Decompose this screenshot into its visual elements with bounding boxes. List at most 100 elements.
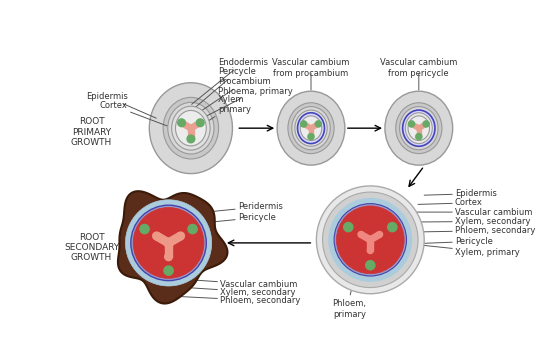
Circle shape <box>423 122 428 127</box>
Ellipse shape <box>405 113 432 144</box>
Circle shape <box>164 238 173 248</box>
Ellipse shape <box>149 83 232 174</box>
Circle shape <box>410 122 414 127</box>
Circle shape <box>367 248 373 253</box>
Ellipse shape <box>295 110 327 146</box>
Circle shape <box>188 125 194 131</box>
Circle shape <box>337 206 404 274</box>
Ellipse shape <box>292 107 330 150</box>
Circle shape <box>153 232 160 240</box>
Text: Vascular cambium
from pericycle: Vascular cambium from pericycle <box>380 58 457 78</box>
Circle shape <box>388 223 397 232</box>
Ellipse shape <box>408 116 429 141</box>
Ellipse shape <box>298 113 324 144</box>
Circle shape <box>308 133 314 140</box>
Polygon shape <box>167 233 182 246</box>
Polygon shape <box>309 128 313 136</box>
Ellipse shape <box>385 91 453 165</box>
Text: Epidermis: Epidermis <box>86 92 156 118</box>
Polygon shape <box>188 128 194 138</box>
Circle shape <box>309 126 313 131</box>
Circle shape <box>344 223 353 232</box>
Text: ROOT
SECONDARY
GROWTH: ROOT SECONDARY GROWTH <box>64 233 119 262</box>
Text: Phloem, secondary: Phloem, secondary <box>407 226 535 235</box>
Circle shape <box>367 236 374 243</box>
Circle shape <box>188 224 197 234</box>
Text: Pericycle: Pericycle <box>415 237 493 246</box>
Circle shape <box>334 204 406 276</box>
Text: Xylem, secondary: Xylem, secondary <box>405 217 530 226</box>
Circle shape <box>316 122 320 127</box>
Polygon shape <box>411 122 420 130</box>
Text: Cortex: Cortex <box>100 101 167 126</box>
Circle shape <box>165 253 172 261</box>
Circle shape <box>197 119 204 127</box>
Polygon shape <box>181 121 192 130</box>
Polygon shape <box>310 122 319 130</box>
Text: Vascular cambium: Vascular cambium <box>169 278 298 289</box>
Text: ROOT
PRIMARY
GROWTH: ROOT PRIMARY GROWTH <box>71 117 112 147</box>
Text: Procambium: Procambium <box>192 78 271 117</box>
Text: Phloem,
primary: Phloem, primary <box>333 299 367 319</box>
Ellipse shape <box>176 110 206 146</box>
Circle shape <box>302 122 306 127</box>
Circle shape <box>164 266 173 275</box>
Text: Cortex: Cortex <box>418 198 483 208</box>
Text: Pericycle: Pericycle <box>195 213 276 224</box>
Circle shape <box>417 134 421 138</box>
Circle shape <box>366 261 375 270</box>
Circle shape <box>125 200 212 286</box>
Ellipse shape <box>402 110 435 146</box>
Text: Endodermis: Endodermis <box>192 58 268 104</box>
Circle shape <box>131 205 206 281</box>
Circle shape <box>416 126 422 131</box>
Text: Xylem, secondary: Xylem, secondary <box>163 286 296 297</box>
Ellipse shape <box>172 106 210 150</box>
Circle shape <box>140 224 149 234</box>
Ellipse shape <box>288 103 334 154</box>
Polygon shape <box>418 122 427 130</box>
Polygon shape <box>369 232 381 243</box>
Polygon shape <box>417 128 421 136</box>
Ellipse shape <box>396 103 442 154</box>
Text: Vascular cambium
from procambium: Vascular cambium from procambium <box>272 58 350 78</box>
Ellipse shape <box>400 107 438 150</box>
Polygon shape <box>303 122 312 130</box>
Polygon shape <box>155 233 171 246</box>
Ellipse shape <box>168 102 214 154</box>
Circle shape <box>133 208 204 278</box>
Ellipse shape <box>277 91 345 165</box>
Circle shape <box>323 192 418 287</box>
Circle shape <box>178 119 186 127</box>
Text: Xylem, primary: Xylem, primary <box>386 241 520 257</box>
Circle shape <box>188 135 194 141</box>
Text: Xylem
primary: Xylem primary <box>191 95 251 132</box>
Ellipse shape <box>300 116 322 141</box>
Circle shape <box>309 134 313 138</box>
Text: Peridermis: Peridermis <box>198 202 283 213</box>
Circle shape <box>316 186 424 294</box>
Circle shape <box>377 232 383 237</box>
Circle shape <box>315 121 321 127</box>
Ellipse shape <box>163 97 219 159</box>
Polygon shape <box>360 232 372 243</box>
Circle shape <box>416 133 422 140</box>
Circle shape <box>358 232 364 237</box>
Circle shape <box>197 120 202 126</box>
Text: Vascular cambium: Vascular cambium <box>412 208 533 216</box>
Circle shape <box>301 121 307 127</box>
Circle shape <box>408 121 414 127</box>
Polygon shape <box>118 191 227 304</box>
Text: Phloem, secondary: Phloem, secondary <box>155 295 300 305</box>
Circle shape <box>177 232 184 240</box>
Text: Pericycle: Pericycle <box>192 68 256 110</box>
Circle shape <box>329 198 412 281</box>
Polygon shape <box>165 243 172 257</box>
Polygon shape <box>367 240 373 251</box>
Circle shape <box>187 135 195 143</box>
Circle shape <box>180 120 185 126</box>
Text: Phloema, primary: Phloema, primary <box>192 87 293 123</box>
Circle shape <box>423 121 429 127</box>
Polygon shape <box>189 121 201 130</box>
Text: Epidermis: Epidermis <box>424 189 497 198</box>
